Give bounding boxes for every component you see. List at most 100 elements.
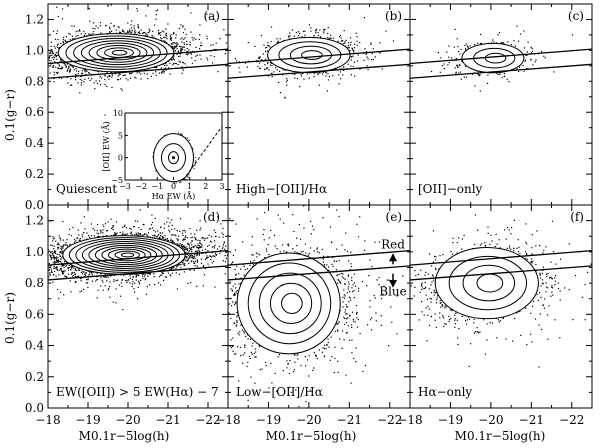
data-point	[96, 232, 98, 234]
data-point	[75, 35, 77, 37]
separator-line	[228, 48, 410, 65]
data-point	[134, 32, 136, 34]
data-point	[200, 262, 203, 264]
data-point	[148, 284, 151, 286]
data-point	[54, 261, 56, 263]
data-point	[217, 71, 219, 73]
y-tick-label: 0.2	[25, 167, 44, 181]
data-point	[185, 257, 187, 259]
data-point	[267, 67, 269, 69]
data-point	[88, 72, 91, 74]
data-point	[170, 59, 173, 61]
data-point	[174, 42, 176, 44]
data-point	[204, 267, 207, 270]
data-point	[92, 27, 94, 29]
data-point	[209, 255, 211, 258]
data-point	[69, 64, 71, 66]
data-point	[185, 40, 188, 42]
data-point	[367, 58, 369, 60]
data-point	[343, 69, 345, 71]
data-point	[57, 261, 59, 263]
data-point	[75, 281, 77, 283]
inset-y-tick-label: 10	[113, 109, 123, 118]
data-point	[127, 79, 129, 81]
data-point	[50, 41, 52, 43]
data-point	[256, 59, 258, 61]
data-point	[503, 73, 506, 75]
data-point	[288, 35, 290, 37]
data-point	[155, 71, 157, 73]
data-point	[302, 72, 304, 75]
data-point	[55, 71, 58, 74]
data-point	[279, 92, 281, 94]
data-point	[477, 42, 479, 44]
data-point	[56, 6, 58, 8]
data-point	[165, 69, 167, 71]
data-point	[88, 33, 90, 35]
data-point	[149, 29, 151, 31]
data-point	[286, 84, 288, 86]
data-point	[105, 25, 107, 27]
data-point	[111, 76, 113, 78]
panel-plot-area	[48, 209, 228, 311]
data-point	[441, 65, 444, 67]
inset-point	[195, 156, 197, 158]
data-point	[145, 32, 147, 34]
data-point	[199, 54, 201, 56]
data-point	[181, 262, 183, 264]
data-point	[108, 78, 110, 80]
data-point	[458, 51, 460, 53]
contour-level	[73, 37, 161, 68]
data-point	[327, 27, 329, 29]
data-point	[48, 59, 50, 61]
data-point	[169, 73, 171, 75]
data-point	[61, 66, 63, 68]
data-point	[67, 269, 70, 271]
data-point	[317, 73, 319, 75]
separator-line	[48, 63, 228, 79]
data-point	[111, 86, 113, 89]
data-point	[508, 81, 510, 83]
data-point	[69, 228, 71, 230]
data-point	[491, 42, 493, 44]
contour-outer	[57, 33, 175, 73]
data-point	[212, 62, 214, 64]
data-point	[106, 280, 108, 282]
data-point	[303, 78, 305, 80]
data-point	[190, 31, 192, 33]
data-point	[463, 76, 465, 78]
data-point	[109, 75, 111, 77]
data-point	[363, 17, 366, 19]
data-point	[160, 32, 162, 34]
data-point	[106, 76, 109, 78]
data-point	[142, 277, 144, 279]
data-point	[343, 66, 345, 68]
data-point	[175, 44, 177, 46]
data-point	[455, 71, 457, 73]
data-point	[57, 38, 59, 40]
data-point	[530, 58, 532, 60]
data-point	[131, 29, 133, 31]
data-point	[176, 42, 178, 44]
data-point	[146, 73, 148, 75]
data-point	[313, 72, 315, 75]
data-point	[152, 72, 154, 74]
data-point	[277, 41, 279, 43]
data-point	[159, 238, 161, 240]
data-point	[74, 276, 77, 278]
data-point	[176, 43, 178, 45]
data-point	[96, 82, 99, 85]
data-point	[200, 42, 202, 44]
data-point	[199, 48, 201, 50]
data-point	[77, 73, 79, 75]
inset-y-tick-label: 5	[118, 131, 123, 140]
data-point	[183, 38, 185, 40]
data-point	[107, 229, 109, 232]
data-point	[111, 74, 113, 76]
data-point	[49, 54, 51, 57]
data-point	[553, 71, 555, 73]
data-point	[205, 252, 207, 254]
data-point	[188, 49, 190, 51]
data-point	[56, 73, 58, 75]
data-point	[338, 36, 341, 38]
